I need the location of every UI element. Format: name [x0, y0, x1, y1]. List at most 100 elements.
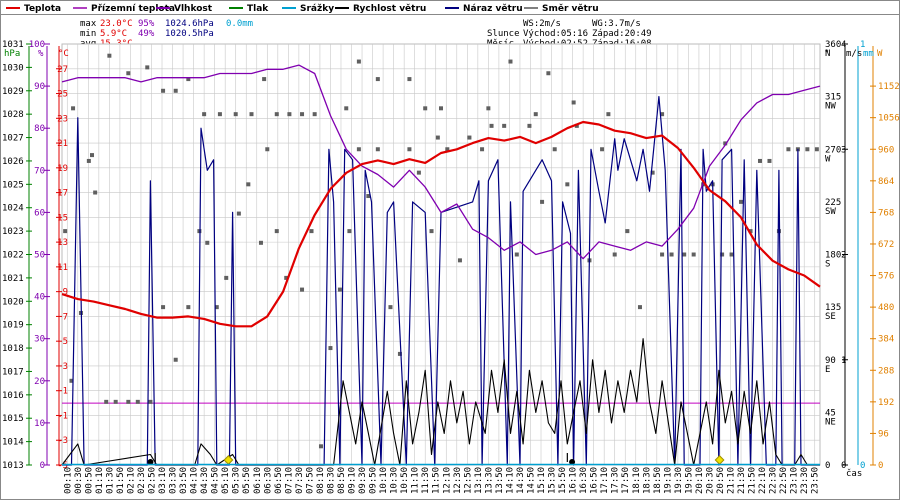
- stat-min-hum: 49%: [138, 29, 155, 39]
- pressure-tick-label: 1017: [2, 367, 24, 377]
- axis-unit-temperature: °C: [58, 49, 69, 59]
- info-sun-set: Západ:20:49: [592, 29, 652, 39]
- wind-direction-point: [93, 190, 98, 195]
- axis-unit-radiation: W: [877, 49, 883, 59]
- x-tick-label: 23:10: [790, 467, 800, 494]
- humidity-tick-label: 80: [34, 124, 45, 134]
- stat-max-label: max: [80, 19, 97, 29]
- x-tick-label: 16:10: [569, 467, 579, 494]
- wind-direction-point: [669, 252, 674, 257]
- wind-direction-point: [489, 123, 494, 128]
- wind-direction-point: [258, 240, 263, 245]
- wind-direction-point: [202, 112, 207, 117]
- wind-tick-label: 2: [841, 251, 846, 261]
- wind-direction-point: [284, 275, 289, 280]
- x-tick-label: 06:50: [274, 467, 284, 494]
- rain-tick-label: 1: [860, 40, 865, 50]
- direction-tick-label: 270: [825, 145, 841, 155]
- x-tick-label: 22:30: [769, 467, 779, 494]
- wind-direction-point: [236, 211, 241, 216]
- pressure-tick-label: 1031: [2, 40, 24, 50]
- wind-direction-point: [435, 135, 440, 140]
- x-tick-label: 03:10: [158, 467, 168, 494]
- x-tick-label: 06:10: [253, 467, 263, 494]
- wind-direction-point: [467, 135, 472, 140]
- x-tick-label: 01:30: [105, 467, 115, 494]
- x-tick-label: 16:30: [579, 467, 589, 494]
- direction-tick-label: 315: [825, 93, 841, 103]
- wind-direction-point: [312, 112, 317, 117]
- temperature-tick-label: 15: [57, 213, 68, 223]
- temperature-tick-label: 23: [57, 114, 68, 124]
- wind-speed-series: [61, 338, 820, 466]
- radiation-tick-label: 0: [878, 461, 883, 471]
- x-tick-label: 18:30: [642, 467, 652, 494]
- wind-direction-point: [274, 229, 279, 234]
- x-tick-label: 13:50: [495, 467, 505, 494]
- wind-direction-point: [135, 399, 140, 404]
- radiation-tick-label: 192: [878, 398, 894, 408]
- direction-tick-label: SW: [825, 207, 836, 217]
- x-tick-label: 04:10: [190, 467, 200, 494]
- legend-label: Náraz větru: [463, 3, 523, 14]
- wind-direction-point: [660, 252, 665, 257]
- wind-direction-point: [265, 147, 270, 152]
- x-tick-label: 19:50: [684, 467, 694, 494]
- wind-direction-point: [445, 147, 450, 152]
- wind-direction-point: [375, 77, 380, 82]
- axis-unit-humidity: %: [38, 49, 44, 59]
- direction-tick-label: 0: [825, 461, 830, 471]
- wind-direction-point: [574, 123, 579, 128]
- wind-direction-point: [767, 158, 772, 163]
- pressure-tick-label: 1026: [2, 157, 24, 167]
- direction-tick-label: 225: [825, 198, 841, 208]
- x-tick-label: 09:50: [369, 467, 379, 494]
- x-axis-label: čas: [846, 468, 862, 479]
- wind-direction-point: [533, 112, 538, 117]
- x-tick-label: 13:10: [474, 467, 484, 494]
- x-tick-label: 23:30: [800, 467, 810, 494]
- x-tick-label: 05:10: [221, 467, 231, 494]
- x-tick-label: 21:10: [727, 467, 737, 494]
- x-tick-label: 11:50: [432, 467, 442, 494]
- wind-direction-point: [214, 305, 219, 310]
- wind-direction-point: [186, 77, 191, 82]
- wind-direction-point: [356, 147, 361, 152]
- temperature-tick-label: 13: [57, 238, 68, 248]
- wind-direction-point: [388, 305, 393, 310]
- x-tick-label: 07:30: [295, 467, 305, 494]
- pressure-tick-label: 1020: [2, 297, 24, 307]
- x-tick-label: 14:10: [505, 467, 515, 494]
- x-tick-label: 12:30: [453, 467, 463, 494]
- radiation-tick-label: 768: [878, 208, 894, 218]
- wind-direction-point: [423, 106, 428, 111]
- x-tick-label: 01:50: [116, 467, 126, 494]
- wind-direction-point: [217, 112, 222, 117]
- wind-direction-point: [233, 112, 238, 117]
- wind-direction-point: [63, 229, 68, 234]
- legend-label: Přízemní teplota: [91, 4, 175, 14]
- pressure-tick-label: 1013: [2, 461, 24, 471]
- pressure-tick-label: 1027: [2, 134, 24, 144]
- x-tick-label: 19:10: [663, 467, 673, 494]
- wind-direction-point: [366, 194, 371, 199]
- wind-direction-point: [71, 106, 76, 111]
- x-tick-label: 07:50: [305, 467, 315, 494]
- direction-tick-label: S: [825, 260, 830, 270]
- wind-direction-point: [186, 305, 191, 310]
- radiation-tick-label: 384: [878, 335, 894, 345]
- stat-max-temp: 23.0°C: [100, 19, 133, 29]
- info-sun-rise: Východ:05:16: [523, 29, 588, 39]
- wind-direction-point: [486, 106, 491, 111]
- temperature-tick-label: 25: [57, 90, 68, 100]
- direction-tick-label: 360: [825, 40, 841, 50]
- wind-direction-point: [407, 77, 412, 82]
- radiation-tick-label: 672: [878, 240, 894, 250]
- wind-direction-point: [126, 399, 131, 404]
- wind-direction-point: [691, 252, 696, 257]
- humidity-tick-label: 20: [34, 377, 45, 387]
- x-tick-label: 21:50: [748, 467, 758, 494]
- wind-direction-point: [748, 229, 753, 234]
- x-tick-label: 09:30: [358, 467, 368, 494]
- humidity-tick-label: 70: [34, 166, 45, 176]
